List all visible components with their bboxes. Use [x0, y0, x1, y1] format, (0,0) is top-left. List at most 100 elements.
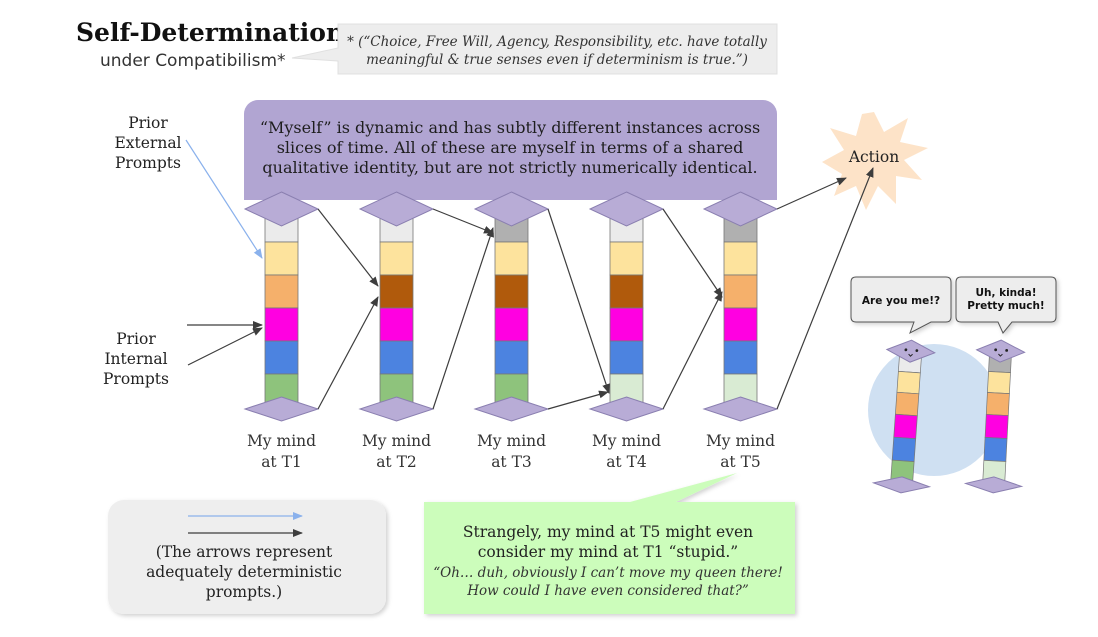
arrow-t1-t2-a [317, 208, 379, 287]
block-yellow [609, 241, 644, 276]
arrow-t1-t2-b [317, 296, 379, 410]
conversation-illustration: Are you me!? Uh, kinda! Pretty much! [850, 276, 1057, 494]
arrow-t3-t4-b [547, 390, 609, 410]
eye [1005, 349, 1009, 352]
mind-column-t4: My mind at T4 [588, 191, 665, 471]
mind-label-line1: My mind [706, 432, 775, 450]
top-diamond [975, 339, 1026, 363]
internal-prompts-line1: Prior [116, 330, 156, 348]
note-quote-line1: “Oh… duh, obviously I can’t move my quee… [433, 565, 783, 581]
footnote-line2: meaningful & true senses even if determi… [366, 52, 748, 68]
note-callout: Strangely, my mind at T5 might even cons… [424, 473, 795, 614]
bubble-right-line1: Uh, kinda! [975, 287, 1036, 299]
mind-label-line2: at T5 [720, 453, 761, 471]
arrow-t5-action-a [776, 177, 847, 210]
title: Self-Determination [76, 18, 344, 47]
top-diamond [702, 191, 779, 227]
action-label: Action [848, 148, 899, 166]
block-blue [379, 340, 414, 375]
background-circle [868, 344, 1000, 476]
mouth [998, 353, 1003, 357]
mind-label-line2: at T3 [491, 453, 532, 471]
eye [904, 348, 908, 352]
top-diamond [243, 191, 320, 227]
arrow-t4-t5-b [662, 291, 723, 410]
external-prompts-line3: Prompts [115, 154, 181, 172]
block-yellow [987, 371, 1011, 394]
footnote-line1: * (“Choice, Free Will, Agency, Responsib… [347, 34, 767, 50]
footnote-bubble: * (“Choice, Free Will, Agency, Responsib… [291, 23, 778, 75]
external-prompts-label: Prior External Prompts [114, 114, 181, 172]
block-orange [895, 391, 920, 417]
block-yellow [723, 241, 758, 276]
block-blue [891, 436, 917, 463]
mind-label-line2: at T1 [261, 453, 302, 471]
bottom-diamond [871, 476, 932, 494]
mind-label-line2: at T4 [606, 453, 647, 471]
banner-line3: qualitative identity, but are not strict… [262, 158, 757, 177]
block-magenta [893, 413, 918, 440]
mind-label-line2: at T2 [376, 453, 417, 471]
mind-column-t1: My mind at T1 [243, 191, 320, 471]
block-blue [494, 340, 529, 375]
bubble-right [955, 276, 1057, 334]
block-magenta [723, 307, 758, 342]
external-prompts-line1: Prior [128, 114, 168, 132]
top-diamond [473, 191, 550, 227]
top-diamond [885, 339, 936, 363]
arrow-t3-t4-a [547, 208, 610, 394]
block-yellow [494, 241, 529, 276]
note-line2: consider my mind at T1 “stupid.” [478, 543, 738, 561]
block-brown [494, 274, 529, 309]
bubble-right-line2: Pretty much! [967, 300, 1044, 312]
block-yellow [896, 370, 921, 395]
bottom-diamond [963, 476, 1024, 494]
arrow-t2-t3-b [432, 227, 494, 410]
block-yellow [379, 241, 414, 276]
mind-label-line1: My mind [362, 432, 431, 450]
block-magenta [379, 307, 414, 342]
block-magenta [264, 307, 299, 342]
top-diamond [358, 191, 435, 227]
arrow-t4-t5-a [662, 208, 723, 298]
legend-box: (The arrows represent adequately determi… [108, 500, 386, 614]
subtitle: under Compatibilism* [100, 51, 286, 71]
prompt-arrows [185, 139, 874, 410]
mind-label-line1: My mind [247, 432, 316, 450]
arrow-t2-t3-a [432, 208, 494, 234]
block-blue [609, 340, 644, 375]
bottom-diamond [702, 396, 779, 422]
mind-column-t5: My mind at T5 [702, 191, 779, 471]
block-magenta [494, 307, 529, 342]
block-yellow [264, 241, 299, 276]
bottom-diamond [358, 396, 435, 422]
mind-column-t3: My mind at T3 [473, 191, 550, 471]
block-brown [609, 274, 644, 309]
block-blue [723, 340, 758, 375]
block-magenta [609, 307, 644, 342]
block-orange [264, 274, 299, 309]
bubble-left [850, 276, 952, 335]
block-blue [983, 437, 1008, 462]
mini-mind-right [963, 339, 1026, 494]
bottom-diamond [243, 396, 320, 422]
mind-label-line1: My mind [477, 432, 546, 450]
bottom-diamond [473, 396, 550, 422]
bubble-left-text: Are you me!? [862, 295, 940, 307]
block-orange [985, 392, 1010, 416]
block-brown [379, 274, 414, 309]
block-orange [723, 274, 758, 309]
note-line1: Strangely, my mind at T5 might even [463, 523, 753, 541]
internal-prompt-arrow-2 [187, 327, 263, 366]
bottom-diamond [588, 396, 665, 422]
banner-line1: “Myself” is dynamic and has subtly diffe… [260, 118, 760, 137]
eye [994, 348, 998, 352]
internal-prompts-line3: Prompts [103, 370, 169, 388]
legend-line1: (The arrows represent [156, 543, 333, 561]
top-diamond [588, 191, 665, 227]
block-blue [264, 340, 299, 375]
mini-mind-left [871, 339, 936, 494]
mouth [908, 353, 913, 357]
legend-line3: prompts.) [206, 583, 282, 601]
